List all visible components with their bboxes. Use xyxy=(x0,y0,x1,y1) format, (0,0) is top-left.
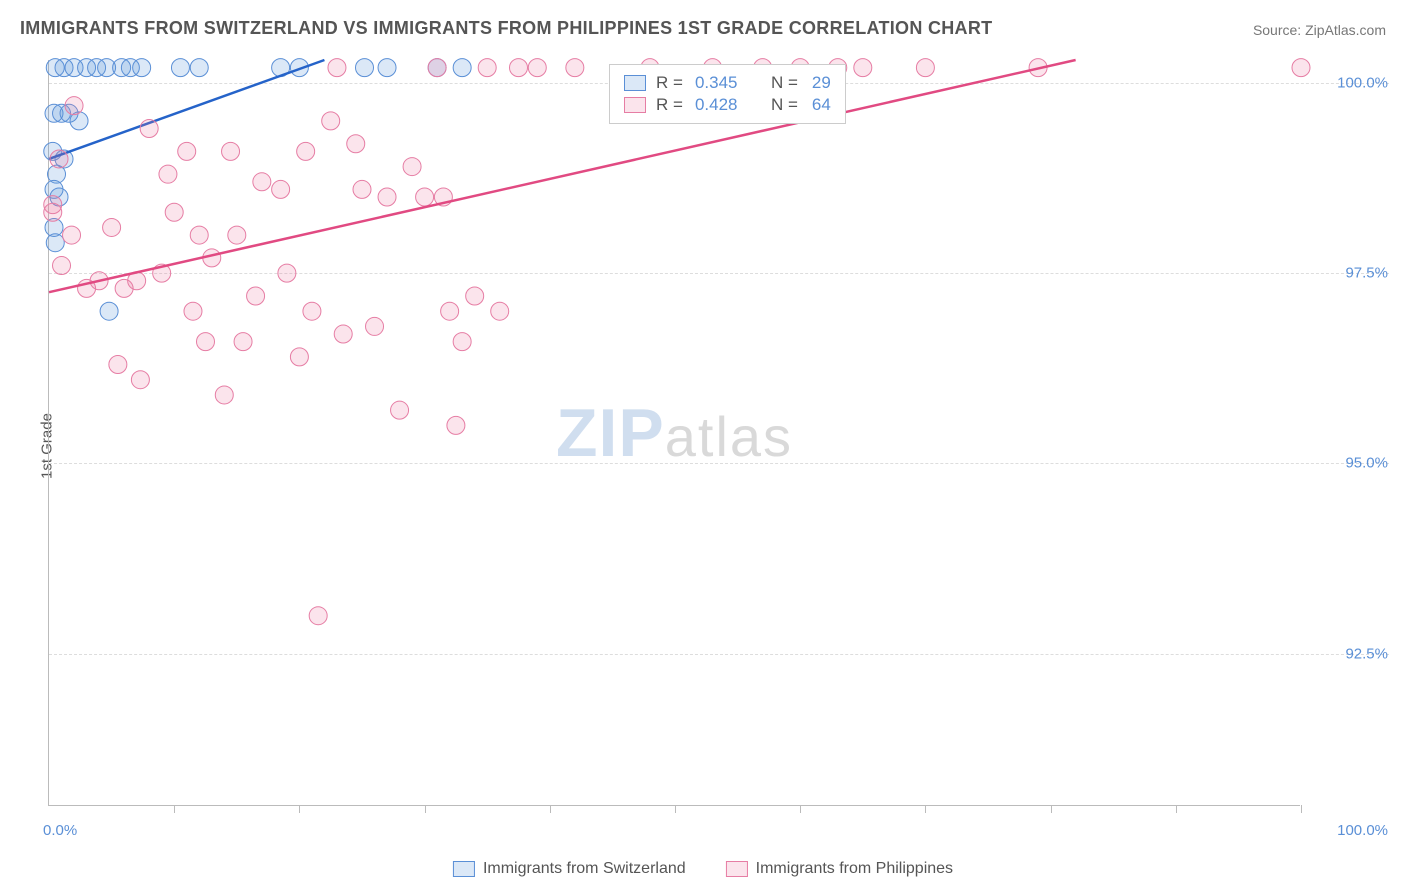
y-tick-label: 97.5% xyxy=(1345,265,1388,282)
legend-box: R = 0.345 N = 29 R = 0.428 N = 64 xyxy=(609,64,846,124)
swatch-philippines xyxy=(624,97,646,113)
y-tick-label: 95.0% xyxy=(1345,455,1388,472)
x-axis-min-label: 0.0% xyxy=(43,822,77,839)
legend-n-label: N = xyxy=(771,73,798,93)
legend-r-label: R = xyxy=(656,73,683,93)
legend-r-label: R = xyxy=(656,95,683,115)
swatch-philippines-icon xyxy=(726,861,748,877)
swatch-switzerland xyxy=(624,75,646,91)
swatch-switzerland-icon xyxy=(453,861,475,877)
legend-r-value-2: 0.428 xyxy=(695,95,738,115)
bottom-legend-label-2: Immigrants from Philippines xyxy=(756,860,953,878)
legend-row-philippines: R = 0.428 N = 64 xyxy=(624,95,831,115)
legend-n-value-2: 64 xyxy=(812,95,831,115)
bottom-legend-philippines: Immigrants from Philippines xyxy=(726,860,953,878)
legend-row-switzerland: R = 0.345 N = 29 xyxy=(624,73,831,93)
chart-title: IMMIGRANTS FROM SWITZERLAND VS IMMIGRANT… xyxy=(20,18,992,39)
bottom-legend-switzerland: Immigrants from Switzerland xyxy=(453,860,686,878)
legend-r-value-1: 0.345 xyxy=(695,73,738,93)
bottom-legend: Immigrants from Switzerland Immigrants f… xyxy=(453,860,953,878)
y-tick-label: 100.0% xyxy=(1337,74,1388,91)
source-attribution: Source: ZipAtlas.com xyxy=(1253,22,1386,38)
y-tick-label: 92.5% xyxy=(1345,645,1388,662)
legend-n-value-1: 29 xyxy=(812,73,831,93)
scatter-chart xyxy=(49,60,1300,805)
plot-area: ZIPatlas 92.5%95.0%97.5%100.0% 0.0% 100.… xyxy=(48,60,1300,806)
x-axis-max-label: 100.0% xyxy=(1337,822,1388,839)
legend-n-label: N = xyxy=(771,95,798,115)
bottom-legend-label-1: Immigrants from Switzerland xyxy=(483,860,686,878)
